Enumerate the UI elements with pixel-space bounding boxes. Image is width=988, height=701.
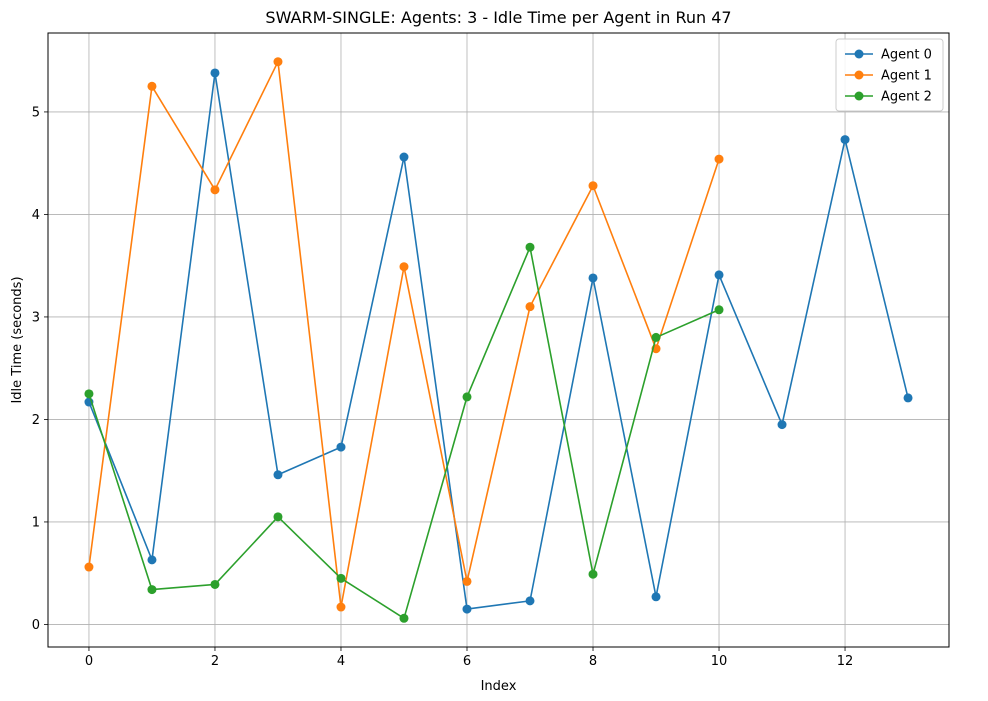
series-layer [84,57,913,623]
data-point [777,420,787,430]
data-point [525,302,535,312]
data-point [336,573,346,583]
data-point [210,579,220,589]
legend-swatch-marker [854,49,864,59]
data-point [714,154,724,164]
data-point [714,270,724,280]
data-point [336,602,346,612]
legend-swatch-marker [854,70,864,80]
x-tick-label: 10 [711,654,728,669]
data-point [651,592,661,602]
data-point [462,604,472,614]
x-tick-label: 6 [463,654,471,669]
data-point [210,68,220,78]
data-point [399,613,409,623]
data-point [336,442,346,452]
data-point [714,305,724,315]
data-point [840,135,850,145]
y-axis-label: Idle Time (seconds) [10,276,25,403]
data-point [84,389,94,399]
data-point [210,185,220,195]
chart-title: SWARM-SINGLE: Agents: 3 - Idle Time per … [265,8,731,27]
data-point [903,393,913,403]
data-point [84,562,94,572]
data-point [525,596,535,606]
data-point [147,555,157,565]
legend-label: Agent 0 [881,48,932,63]
legend: Agent 0 Agent 1 Agent 2 [835,38,944,112]
y-tick-label: 2 [32,413,40,428]
legend-label: Agent 2 [881,90,932,105]
data-point [273,57,283,67]
grid-lines [48,33,949,647]
data-point [588,181,598,191]
data-point [399,152,409,162]
plot-frame [47,32,950,648]
data-point [462,392,472,402]
y-tick-label: 3 [32,310,40,325]
y-tick-label: 0 [32,618,40,633]
x-tick-label: 2 [211,654,219,669]
x-axis-label: Index [481,679,517,694]
x-tick-label: 12 [837,654,854,669]
data-point [525,242,535,252]
data-point [147,585,157,595]
data-point [273,512,283,522]
y-tick-label: 1 [32,515,40,530]
legend-box [835,38,944,112]
x-tick-label: 8 [589,654,597,669]
data-point [399,262,409,272]
y-tick-label: 5 [32,105,40,120]
x-tick-label: 4 [337,654,345,669]
data-point [588,273,598,283]
data-point [651,332,661,342]
data-point [147,81,157,91]
series-agent-2 [84,242,724,623]
data-point [462,576,472,586]
legend-swatch-marker [854,91,864,101]
y-tick-label: 4 [32,208,40,223]
series-agent-1 [84,57,724,612]
series-agent-0 [84,68,913,614]
data-point [273,470,283,480]
data-point [588,569,598,579]
series-line [88,72,909,610]
x-tick-label: 0 [85,654,93,669]
legend-label: Agent 1 [881,69,932,84]
